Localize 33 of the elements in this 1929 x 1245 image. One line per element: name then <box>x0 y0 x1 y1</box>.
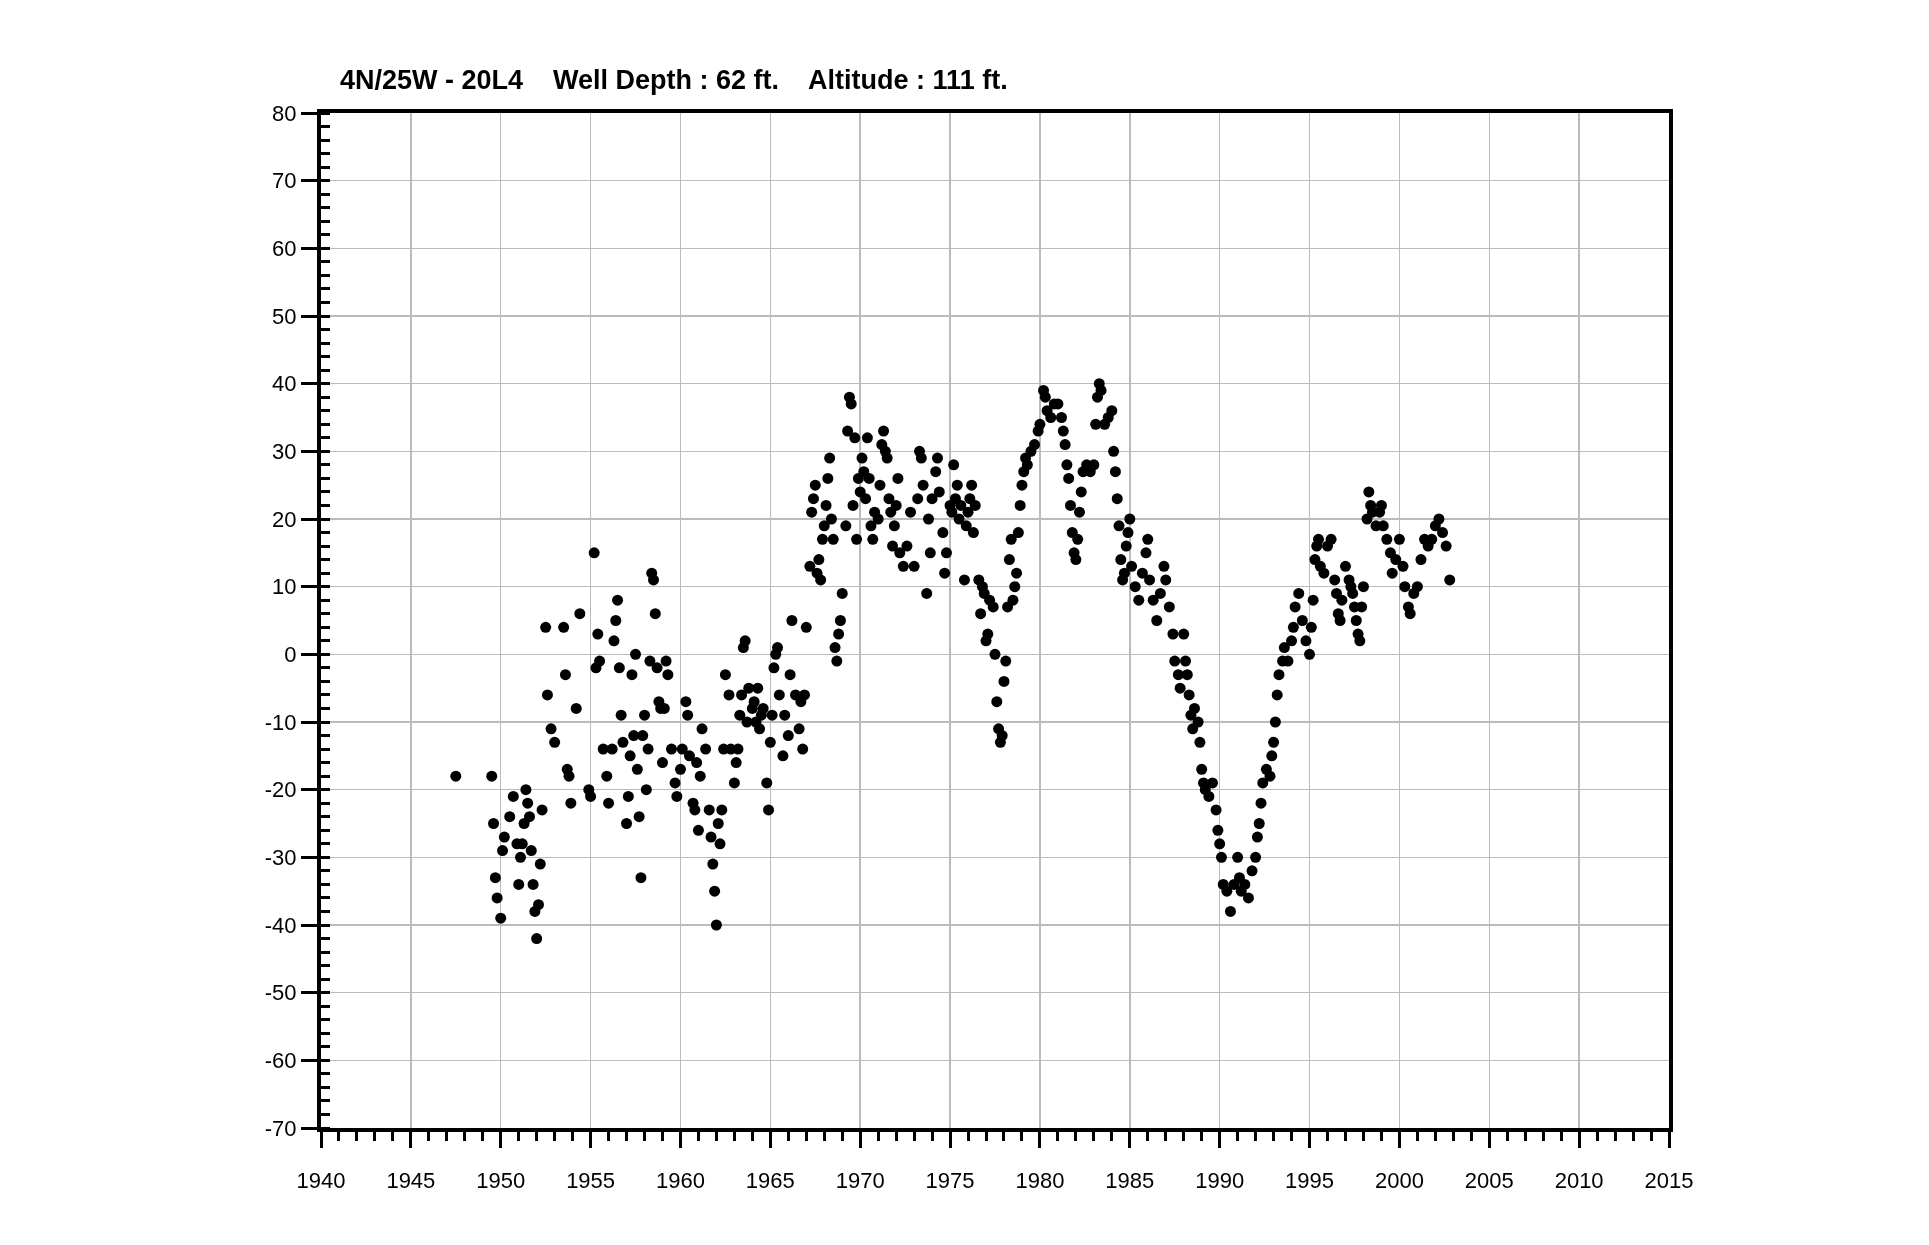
x-tick-label: 1975 <box>925 1168 975 1194</box>
y-tick-label: -60 <box>264 1048 297 1074</box>
y-tick-label: 60 <box>272 236 297 262</box>
x-tick-label: 2010 <box>1554 1168 1604 1194</box>
x-tick-label: 2000 <box>1374 1168 1424 1194</box>
x-tick-label: 1965 <box>745 1168 795 1194</box>
x-tick-label: 1995 <box>1285 1168 1335 1194</box>
y-tick-label: -70 <box>264 1115 297 1141</box>
x-tick-label: 1955 <box>566 1168 616 1194</box>
x-tick-label: 1940 <box>296 1168 346 1194</box>
x-tick-label: 1970 <box>835 1168 885 1194</box>
y-tick-label: 50 <box>272 303 297 329</box>
y-tick-label: 80 <box>272 100 297 126</box>
y-tick-label: 70 <box>272 168 297 194</box>
x-tick-label: 1950 <box>476 1168 526 1194</box>
y-tick-label: 0 <box>284 642 297 668</box>
y-tick-label: -40 <box>264 912 297 938</box>
x-tick-label: 1990 <box>1195 1168 1245 1194</box>
x-tick-label: 1945 <box>386 1168 436 1194</box>
x-tick-label: 2015 <box>1644 1168 1694 1194</box>
x-tick-label: 1985 <box>1105 1168 1155 1194</box>
x-tick-label: 1960 <box>655 1168 705 1194</box>
x-tick-label: 1980 <box>1015 1168 1065 1194</box>
y-tick-label: -20 <box>264 777 297 803</box>
y-tick-label: 10 <box>272 574 297 600</box>
y-tick-label: 30 <box>272 439 297 465</box>
y-tick-label: -30 <box>264 845 297 871</box>
x-tick-label: 2005 <box>1464 1168 1514 1194</box>
y-tick-label: 20 <box>272 506 297 532</box>
y-tick-label: 40 <box>272 371 297 397</box>
chart-title: 4N/25W - 20L4 Well Depth : 62 ft. Altitude : 111 ft. <box>340 65 1008 96</box>
y-tick-label: -50 <box>264 980 297 1006</box>
y-tick-label: -10 <box>264 709 297 735</box>
